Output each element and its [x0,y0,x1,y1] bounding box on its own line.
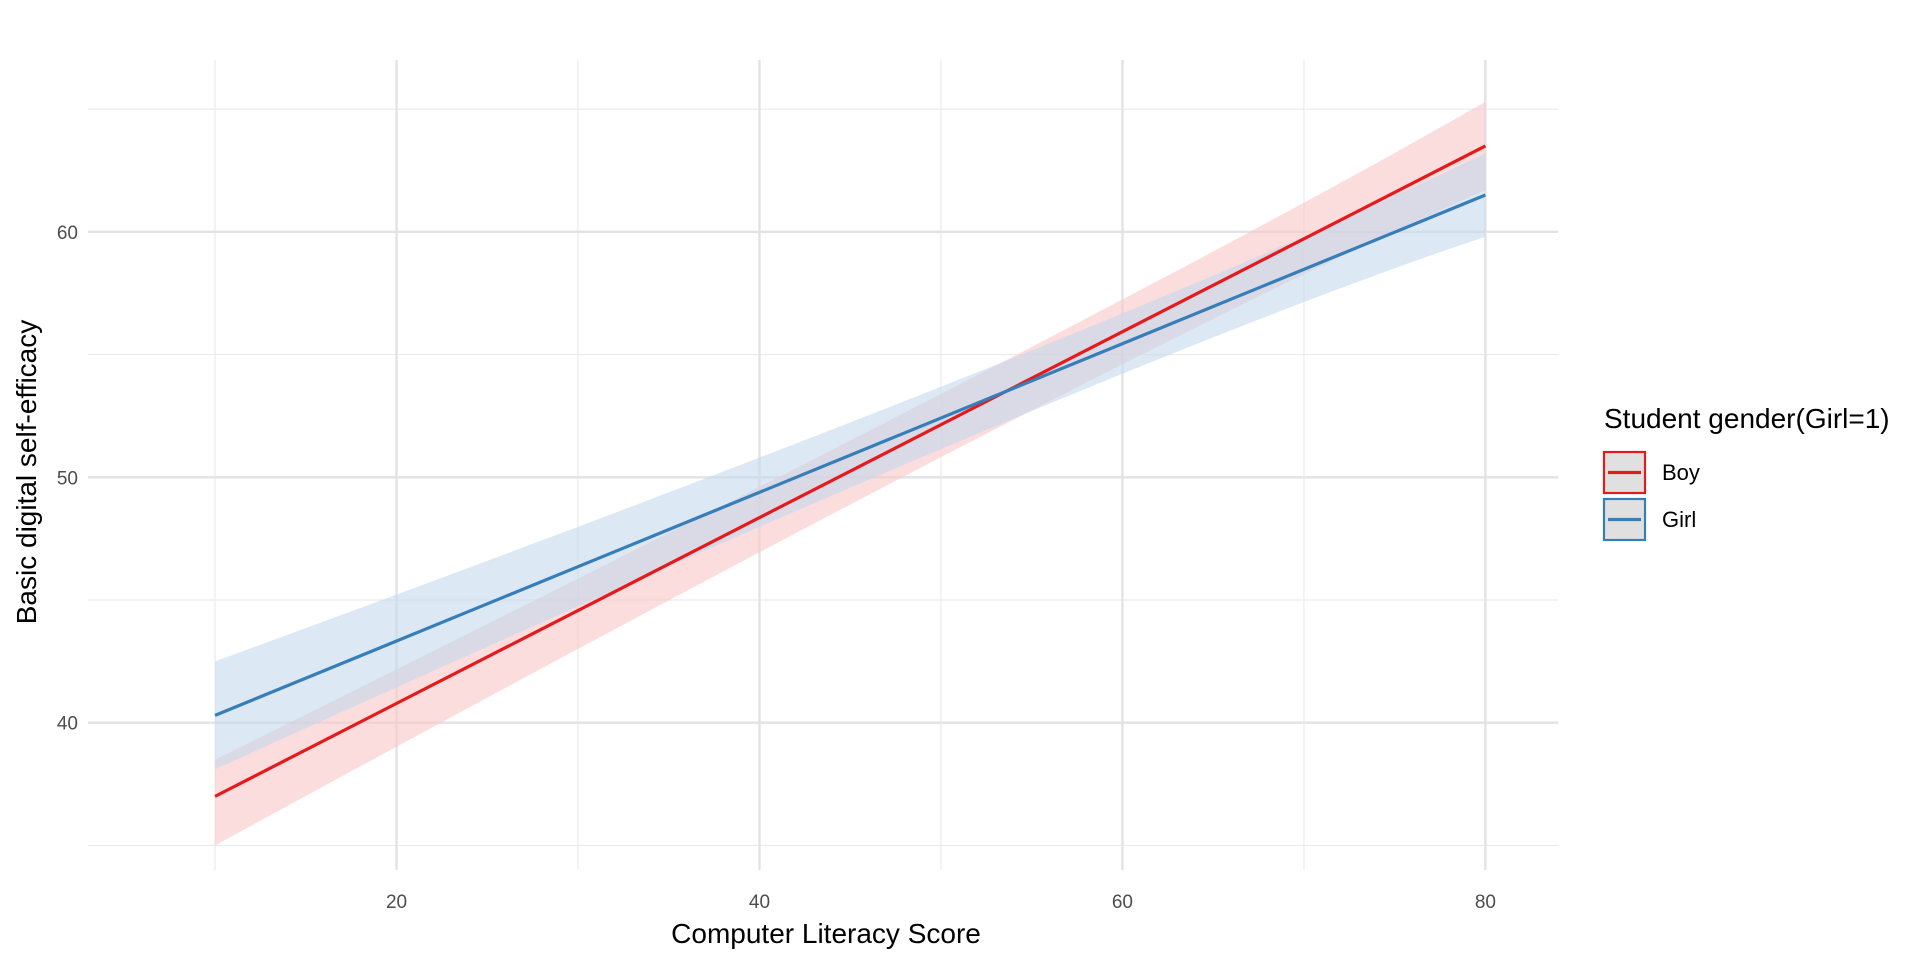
minor-gridlines [88,60,1558,870]
confidence-bands [215,101,1486,846]
y-tick-label: 40 [57,714,78,735]
x-tick-label: 40 [749,892,770,913]
x-tick-label: 60 [1112,892,1133,913]
legend-label-girl: Girl [1662,507,1696,532]
legend-items: Boy Girl [1602,450,1700,542]
confidence-band-girl [215,153,1486,770]
y-tick-label: 60 [57,223,78,244]
x-axis-ticks: 20 40 60 80 [386,892,1496,913]
x-tick-label: 20 [386,892,407,913]
y-axis-title: Basic digital self-efficacy [11,320,42,625]
regression-lines [214,144,1487,798]
x-axis-title: Computer Literacy Score [671,918,981,949]
legend: Student gender(Girl=1) Boy Girl [1602,403,1890,542]
legend-label-boy: Boy [1662,460,1700,485]
y-axis-ticks: 40 50 60 [57,223,78,735]
series-line-girl [214,193,1487,717]
legend-title: Student gender(Girl=1) [1604,403,1890,434]
series-line-boy [214,144,1487,798]
x-tick-label: 80 [1475,892,1496,913]
y-tick-label: 50 [57,468,78,489]
